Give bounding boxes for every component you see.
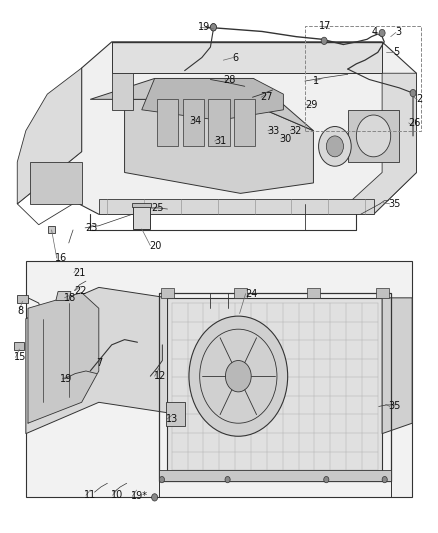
Text: 21: 21 [73, 268, 85, 278]
Polygon shape [48, 226, 55, 232]
Polygon shape [348, 73, 417, 214]
Text: 3: 3 [395, 28, 401, 37]
Circle shape [225, 477, 230, 483]
Polygon shape [348, 110, 399, 162]
Text: 6: 6 [232, 53, 238, 62]
Circle shape [357, 115, 391, 157]
Polygon shape [133, 205, 150, 229]
Polygon shape [17, 295, 28, 303]
Text: 13: 13 [166, 414, 178, 424]
Circle shape [379, 29, 385, 37]
Text: 34: 34 [190, 116, 202, 126]
Polygon shape [56, 292, 71, 301]
Polygon shape [307, 288, 320, 298]
Polygon shape [159, 470, 391, 481]
Text: 29: 29 [305, 100, 317, 110]
Polygon shape [166, 402, 185, 426]
Polygon shape [90, 78, 314, 131]
Text: 22: 22 [74, 286, 86, 295]
Text: 10: 10 [111, 490, 123, 500]
Polygon shape [28, 293, 99, 423]
Text: 7: 7 [97, 358, 103, 368]
Polygon shape [376, 288, 389, 298]
Circle shape [321, 37, 327, 45]
Text: 18: 18 [64, 293, 76, 303]
Circle shape [159, 477, 165, 483]
Text: 35: 35 [389, 199, 401, 209]
Circle shape [189, 316, 288, 436]
Circle shape [226, 360, 251, 392]
Polygon shape [157, 99, 178, 147]
Text: 25: 25 [151, 203, 164, 213]
Circle shape [382, 477, 387, 483]
Polygon shape [26, 287, 167, 434]
Circle shape [326, 136, 343, 157]
Text: 11: 11 [84, 490, 96, 500]
Bar [305, 26, 421, 131]
Text: 30: 30 [279, 134, 291, 143]
Text: 32: 32 [290, 126, 302, 136]
Text: 19*: 19* [131, 491, 148, 502]
Text: 26: 26 [408, 118, 420, 128]
Text: 19: 19 [60, 374, 72, 384]
Text: 27: 27 [260, 92, 273, 102]
Polygon shape [99, 199, 374, 214]
Polygon shape [208, 99, 230, 147]
Polygon shape [167, 298, 382, 475]
Circle shape [152, 494, 158, 501]
Text: 24: 24 [245, 289, 257, 298]
Text: 33: 33 [267, 126, 279, 136]
Text: 31: 31 [214, 136, 226, 146]
Text: 23: 23 [85, 223, 97, 233]
Text: 12: 12 [154, 371, 166, 381]
Text: 5: 5 [393, 47, 399, 58]
Polygon shape [234, 288, 247, 298]
Polygon shape [382, 298, 412, 434]
Text: 28: 28 [223, 75, 236, 85]
Text: 35: 35 [389, 401, 401, 411]
Text: 15: 15 [14, 352, 26, 362]
Circle shape [324, 477, 329, 483]
Text: 20: 20 [149, 240, 162, 251]
Text: 1: 1 [314, 76, 320, 86]
Polygon shape [124, 99, 314, 193]
Circle shape [410, 90, 416, 97]
Polygon shape [112, 73, 133, 110]
Polygon shape [142, 78, 283, 120]
Polygon shape [183, 99, 204, 147]
Polygon shape [161, 288, 174, 298]
Polygon shape [26, 261, 412, 497]
Text: 19: 19 [198, 22, 211, 33]
Circle shape [318, 126, 351, 166]
Polygon shape [17, 42, 417, 214]
Text: 4: 4 [371, 28, 378, 37]
Circle shape [210, 23, 216, 31]
Polygon shape [14, 342, 24, 350]
Polygon shape [132, 203, 151, 207]
Text: 17: 17 [319, 21, 332, 31]
Polygon shape [17, 68, 81, 204]
Polygon shape [30, 162, 81, 204]
Polygon shape [234, 99, 255, 147]
Polygon shape [112, 42, 382, 73]
Text: 8: 8 [17, 306, 23, 316]
Circle shape [210, 23, 216, 31]
Text: 16: 16 [55, 253, 67, 263]
Text: 2: 2 [417, 94, 423, 104]
